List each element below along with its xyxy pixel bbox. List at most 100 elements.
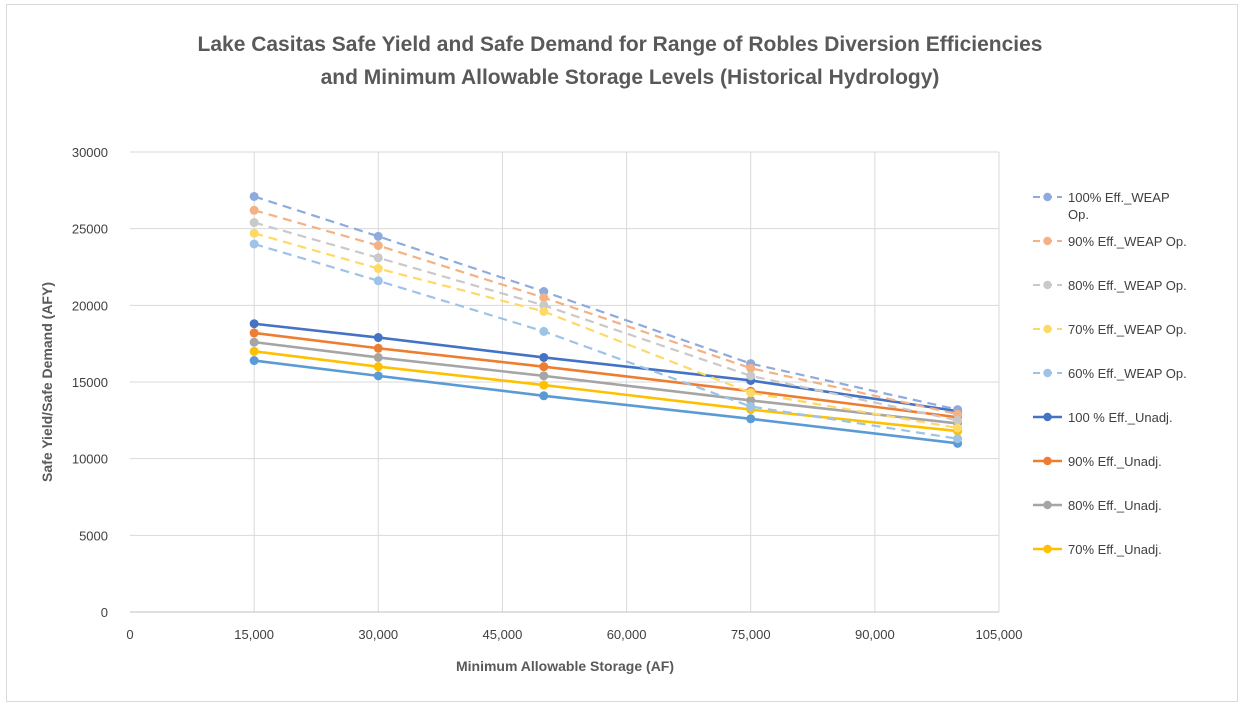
axes: 0 5000 10000 15000 20000 25000 30000 0 15,000 30,…: [72, 145, 1023, 642]
legend-item: 100 % Eff._Unadj.: [1033, 410, 1173, 425]
data-point: [249, 356, 259, 366]
data-point: [249, 346, 259, 356]
y-tick-label: 20000: [72, 298, 108, 313]
data-point: [249, 319, 259, 329]
data-point: [249, 205, 259, 215]
legend-marker: [1043, 192, 1052, 202]
legend-label: 90% Eff._WEAP Op.: [1068, 234, 1187, 249]
legend-item: 70% Eff._Unadj.: [1033, 542, 1162, 557]
legend-marker: [1043, 280, 1052, 290]
legend-label: 100 % Eff._Unadj.: [1068, 410, 1173, 425]
series-8: [249, 346, 963, 436]
chart-title-line-2: and Minimum Allowable Storage Levels (Hi…: [321, 66, 940, 89]
legend-label: 70% Eff._WEAP Op.: [1068, 322, 1187, 337]
data-point: [373, 264, 383, 274]
chart-frame: [6, 4, 1238, 702]
y-axis-title: Safe Yield/Safe Demand (AFY): [39, 282, 55, 482]
y-tick-label: 5000: [79, 528, 108, 543]
y-tick-label: 15000: [72, 375, 108, 390]
data-point: [373, 276, 383, 286]
data-point: [746, 363, 756, 373]
series-line: [253, 331, 958, 419]
data-point: [249, 328, 259, 338]
data-point: [746, 388, 756, 398]
legend-label: 80% Eff._Unadj.: [1068, 498, 1162, 513]
data-point: [539, 352, 549, 362]
series-3: [249, 228, 963, 433]
series-line: [253, 232, 958, 430]
legend-item: 90% Eff._Unadj.: [1033, 454, 1162, 469]
x-tick-label: 30,000: [358, 627, 398, 642]
data-point: [746, 402, 756, 412]
legend: 100% Eff._WEAP Op. 90% Eff._WEAP Op. 80% Ef…: [1033, 190, 1187, 557]
x-tick-label: 75,000: [731, 627, 771, 642]
series-layer: [249, 191, 963, 448]
data-point: [249, 218, 259, 228]
x-tick-label: 105,000: [976, 627, 1023, 642]
data-point: [249, 191, 259, 201]
data-point: [373, 241, 383, 251]
data-point: [249, 228, 259, 238]
x-tick-label: 90,000: [855, 627, 895, 642]
series-6: [249, 328, 963, 422]
legend-marker: [1043, 368, 1052, 378]
legend-label: 70% Eff._Unadj.: [1068, 542, 1162, 557]
series-0: [249, 191, 963, 415]
data-point: [953, 423, 963, 433]
data-point: [249, 239, 259, 249]
data-point: [539, 293, 549, 303]
y-tick-label: 0: [101, 605, 108, 620]
legend-item: 80% Eff._Unadj.: [1033, 498, 1162, 513]
data-point: [373, 333, 383, 343]
data-point: [539, 362, 549, 372]
legend-item: 100% Eff._WEAP Op.: [1033, 190, 1170, 222]
series-5: [249, 319, 963, 416]
legend-label: 80% Eff._WEAP Op.: [1068, 278, 1187, 293]
legend-marker: [1043, 236, 1052, 246]
x-tick-label: 60,000: [607, 627, 647, 642]
legend-label: Op.: [1068, 207, 1089, 222]
data-point: [953, 434, 963, 444]
x-axis-title: Minimum Allowable Storage (AF): [456, 658, 674, 674]
x-tick-label: 15,000: [234, 627, 274, 642]
data-point: [539, 371, 549, 381]
legend-item: 90% Eff._WEAP Op.: [1033, 234, 1187, 249]
legend-item: 70% Eff._WEAP Op.: [1033, 322, 1187, 337]
series-9: [249, 356, 963, 448]
data-point: [373, 352, 383, 362]
chart-title: Lake Casitas Safe Yield and Safe Demand …: [198, 33, 1043, 89]
data-point: [249, 337, 259, 347]
legend-label: 90% Eff._Unadj.: [1068, 454, 1162, 469]
data-point: [373, 371, 383, 381]
x-tick-label: 45,000: [483, 627, 523, 642]
data-point: [746, 414, 756, 424]
y-tick-label: 10000: [72, 452, 108, 467]
data-point: [539, 326, 549, 336]
data-point: [373, 343, 383, 353]
legend-marker: [1043, 412, 1052, 422]
data-point: [373, 362, 383, 372]
data-point: [539, 306, 549, 316]
legend-marker: [1043, 324, 1052, 334]
series-4: [249, 239, 963, 444]
data-point: [746, 371, 756, 381]
legend-item: 80% Eff._WEAP Op.: [1033, 278, 1187, 293]
series-2: [249, 218, 963, 425]
legend-marker: [1043, 544, 1052, 554]
data-point: [539, 380, 549, 390]
x-tick-label: 0: [126, 627, 133, 642]
legend-label: 100% Eff._WEAP: [1068, 190, 1170, 205]
legend-marker: [1043, 500, 1052, 510]
y-tick-label: 30000: [72, 145, 108, 160]
data-point: [373, 231, 383, 241]
chart-title-line-1: Lake Casitas Safe Yield and Safe Demand …: [198, 33, 1043, 56]
legend-marker: [1043, 456, 1052, 466]
data-point: [953, 415, 963, 425]
data-point: [373, 253, 383, 263]
series-line: [253, 221, 958, 422]
series-line: [253, 242, 958, 440]
y-tick-label: 25000: [72, 222, 108, 237]
series-7: [249, 337, 963, 428]
legend-item: 60% Eff._WEAP Op.: [1033, 366, 1187, 381]
